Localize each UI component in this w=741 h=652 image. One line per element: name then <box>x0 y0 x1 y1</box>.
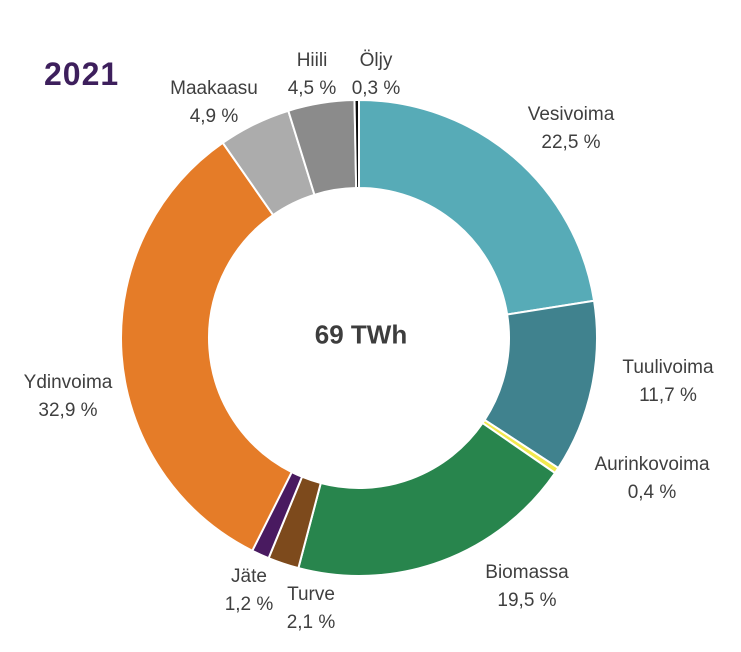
slice-label-turve: Turve 2,1 % <box>287 581 336 637</box>
chart-title: 2021 <box>44 56 120 92</box>
slice-label-name: Tuulivoima <box>622 357 714 378</box>
slice-label-percent: 0,3 % <box>351 78 401 99</box>
slice-label-name: Maakaasu <box>170 78 258 99</box>
center-total-label: 69 TWh <box>314 319 408 350</box>
slice-oljy <box>353 98 360 190</box>
slice-label-percent: 4,5 % <box>287 78 337 99</box>
slice-label-percent: 19,5 % <box>497 590 557 611</box>
slice-label-aurinkovoima: Aurinkovoima 0,4 % <box>594 451 709 507</box>
slice-label-percent: 1,2 % <box>224 594 274 615</box>
slice-label-maakaasu: Maakaasu 4,9 % <box>170 75 258 131</box>
slice-label-name: Aurinkovoima <box>594 454 710 475</box>
slice-label-percent: 2,1 % <box>286 612 336 633</box>
slice-label-percent: 22,5 % <box>541 132 601 153</box>
slice-label-percent: 11,7 % <box>639 385 697 406</box>
slice-vesivoima <box>358 98 596 316</box>
slice-label-name: Vesivoima <box>527 104 615 125</box>
slice-label-percent: 4,9 % <box>189 106 239 127</box>
slice-label-biomassa: Biomassa 19,5 % <box>485 559 568 615</box>
slice-label-oljy: Öljy 0,3 % <box>352 47 401 103</box>
slice-label-tuulivoima: Tuulivoima 11,7 % <box>622 354 713 410</box>
slice-ydinvoima <box>120 141 294 553</box>
slice-label-name: Turve <box>287 584 335 605</box>
slice-label-name: Jäte <box>231 566 267 587</box>
slice-label-name: Hiili <box>296 50 328 71</box>
slice-label-name: Biomassa <box>485 562 569 583</box>
slice-label-name: Ydinvoima <box>23 372 113 393</box>
slice-label-jate: Jäte 1,2 % <box>225 563 274 619</box>
slice-label-vesivoima: Vesivoima 22,5 % <box>528 101 615 157</box>
slice-label-percent: 32,9 % <box>38 400 98 421</box>
slice-label-name: Öljy <box>359 50 393 71</box>
slice-label-hiili: Hiili 4,5 % <box>288 47 337 103</box>
slice-label-ydinvoima: Ydinvoima 32,9 % <box>24 369 113 425</box>
slice-biomassa <box>297 421 557 577</box>
slice-label-percent: 0,4 % <box>627 482 677 503</box>
